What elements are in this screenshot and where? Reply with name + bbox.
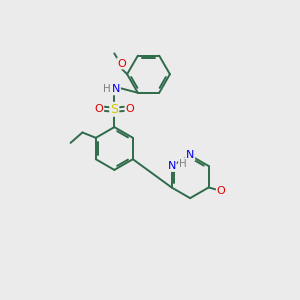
Text: S: S (110, 103, 118, 116)
Text: N: N (167, 161, 176, 171)
Text: N: N (186, 150, 194, 161)
Text: O: O (117, 58, 126, 68)
Text: H: H (103, 84, 111, 94)
Text: H: H (179, 159, 187, 169)
Text: O: O (125, 104, 134, 114)
Text: O: O (94, 104, 103, 114)
Text: O: O (217, 186, 226, 196)
Text: N: N (112, 84, 120, 94)
